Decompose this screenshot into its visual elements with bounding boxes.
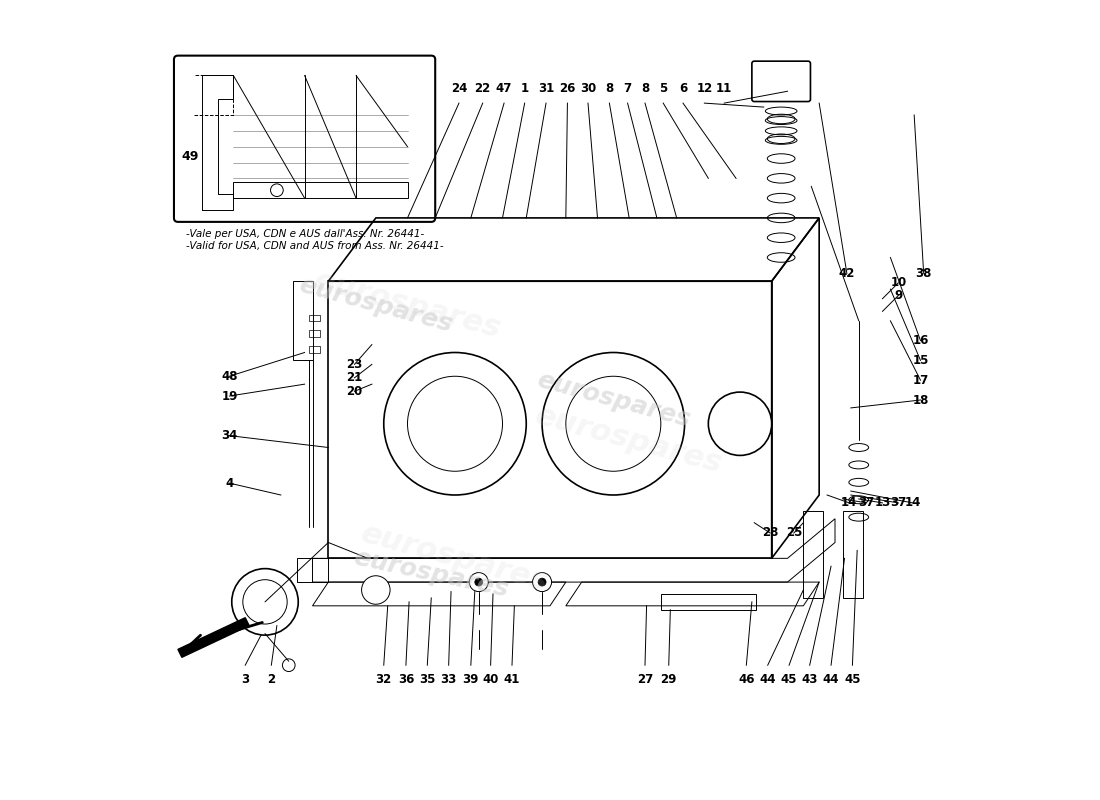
Text: 43: 43 [802,673,818,686]
Text: 14: 14 [842,497,857,510]
Text: 47: 47 [496,82,513,95]
Circle shape [470,573,488,591]
Text: 36: 36 [398,673,414,686]
Text: 38: 38 [915,267,932,280]
Text: 37: 37 [890,497,906,510]
Text: 7: 7 [624,82,631,95]
Text: 29: 29 [661,673,676,686]
Circle shape [283,659,295,671]
Bar [308,330,320,337]
Text: 2: 2 [267,673,275,686]
Text: eurospares: eurospares [532,401,726,478]
Text: 20: 20 [346,385,363,398]
Text: 45: 45 [844,673,860,686]
Text: 17: 17 [912,374,928,386]
Circle shape [532,573,551,591]
Circle shape [565,376,661,471]
Text: 27: 27 [637,673,653,686]
Circle shape [538,578,546,586]
Text: 8: 8 [641,82,649,95]
Text: eurospares: eurospares [296,273,455,337]
Text: 3: 3 [241,673,250,686]
Text: 14: 14 [904,497,921,510]
Text: 18: 18 [912,394,928,406]
Text: 45: 45 [781,673,798,686]
Circle shape [384,353,526,495]
Text: 21: 21 [346,371,363,384]
Text: 41: 41 [504,673,520,686]
Text: 26: 26 [559,82,575,95]
Bar [308,346,320,353]
Text: 19: 19 [221,390,238,402]
Text: 40: 40 [483,673,498,686]
Circle shape [407,376,503,471]
Text: 1: 1 [520,82,529,95]
Circle shape [475,578,483,586]
Text: 49: 49 [182,150,198,162]
Text: 24: 24 [451,82,468,95]
Text: 15: 15 [912,354,928,367]
Text: 11: 11 [716,82,733,95]
Circle shape [362,576,390,604]
Text: 16: 16 [912,334,928,347]
Text: 9: 9 [894,289,902,302]
Circle shape [271,184,283,197]
Text: 44: 44 [823,673,839,686]
Text: 6: 6 [679,82,688,95]
Text: 4: 4 [226,477,233,490]
Text: eurospares: eurospares [310,266,504,344]
Text: eurospares: eurospares [351,546,512,602]
Text: 10: 10 [890,276,906,290]
Text: eurospares: eurospares [359,519,552,598]
Circle shape [232,569,298,635]
Text: 42: 42 [838,267,855,280]
Polygon shape [178,618,250,658]
Text: 31: 31 [538,82,554,95]
Text: 23: 23 [346,358,363,371]
Text: 25: 25 [785,526,802,539]
FancyBboxPatch shape [174,56,436,222]
Text: 30: 30 [580,82,596,95]
Text: 35: 35 [419,673,436,686]
Text: 13: 13 [874,497,891,510]
Polygon shape [233,182,407,198]
Circle shape [708,392,772,455]
Text: 28: 28 [762,526,779,539]
Text: -Valid for USA, CDN and AUS from Ass. Nr. 26441-: -Valid for USA, CDN and AUS from Ass. Nr… [186,241,443,250]
Text: 48: 48 [221,370,238,382]
Text: 5: 5 [659,82,668,95]
Text: 37: 37 [858,497,874,510]
Bar [308,314,320,321]
Circle shape [542,353,684,495]
Text: 39: 39 [463,673,478,686]
Text: 46: 46 [738,673,755,686]
Text: eurospares: eurospares [534,368,693,432]
Text: 44: 44 [759,673,775,686]
Circle shape [243,580,287,624]
Text: 22: 22 [474,82,491,95]
Text: 8: 8 [605,82,614,95]
Text: 32: 32 [375,673,392,686]
Text: 12: 12 [696,82,713,95]
Text: 34: 34 [221,429,238,442]
Text: 33: 33 [440,673,456,686]
Text: -Vale per USA, CDN e AUS dall'Ass. Nr. 26441-: -Vale per USA, CDN e AUS dall'Ass. Nr. 2… [186,229,425,238]
